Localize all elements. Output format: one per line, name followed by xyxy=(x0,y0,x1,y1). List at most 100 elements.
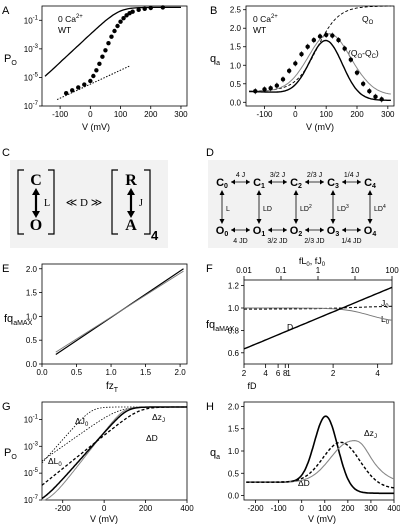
rate-l: L xyxy=(44,198,50,209)
panel-a-data-point xyxy=(118,19,123,24)
panel-d-background xyxy=(208,160,398,248)
panel-b-data-point xyxy=(262,87,267,92)
panel-e-ytick-label: 1.5 xyxy=(26,289,38,298)
panel-e-xtick-label: 1.5 xyxy=(140,368,152,377)
panel-b-data-point xyxy=(253,88,258,94)
state-r: R xyxy=(125,172,137,189)
panel-b-x-label: V (mV) xyxy=(306,122,334,132)
panel-f-ytick-label: 0.8 xyxy=(228,326,240,335)
panel-f: F fL0, fJ0 fqaMAX fD J0 L0 D 0.01 0.1 1 10 1… xyxy=(206,256,399,391)
panel-b-ytick-label: 2.5 xyxy=(230,6,242,15)
panel-g-dd-line xyxy=(41,406,187,486)
panel-e-xtick-label: 2.0 xyxy=(175,368,187,377)
panel-g-series-label-dl0: ΔL0 xyxy=(48,456,62,468)
panel-a-data-point xyxy=(88,78,93,84)
panel-a-data-point xyxy=(115,23,120,29)
top-rate-label: 1/4 J xyxy=(344,172,359,179)
panel-a-x-label: V (mV) xyxy=(82,122,110,132)
panel-h-xtick-label: 100 xyxy=(318,504,332,513)
panel-f-series-label-j0: J0 xyxy=(381,298,389,310)
panel-b-data-point xyxy=(342,46,347,51)
panel-b-data-point xyxy=(379,97,384,102)
panel-b-qo-line xyxy=(249,5,391,92)
vertical-rate-label: LD3 xyxy=(337,204,349,213)
panel-b-data-point xyxy=(354,70,360,75)
panel-g-ytick-label: 10-5 xyxy=(24,468,39,478)
panel-a-xtick-label: 200 xyxy=(144,110,158,119)
panel-b-ytick-label: 0.0 xyxy=(230,98,242,107)
panel-f-bottom-xtick-label: 2 xyxy=(331,369,336,378)
panel-h-ytick-label: 1.0 xyxy=(228,447,240,456)
panel-h-dd-line xyxy=(246,441,395,489)
panel-b-marks xyxy=(249,5,391,103)
state-c1: C1 xyxy=(253,177,265,190)
panel-c-j-arrowheads xyxy=(127,188,135,218)
panel-a-data-point xyxy=(91,73,96,79)
panel-c-label: C xyxy=(2,147,10,159)
panel-g: G PO V (mV) ΔJ0 ΔL0 ΔzJ ΔD -200 0 200 400 10… xyxy=(2,401,194,524)
panel-f-top-x-label: fL0, fJ0 xyxy=(299,256,326,268)
panel-f-plot-frame xyxy=(243,279,393,365)
panel-a: A 0 Ca2+ WT PO V (mV) -100 0 100 200 300 10-1… xyxy=(2,5,188,132)
panel-f-top-xtick-label: 10 xyxy=(351,266,360,275)
panel-c-right-bracket-open xyxy=(111,169,118,235)
panel-f-ytick-label: 1.0 xyxy=(228,304,240,313)
panel-b-xtick-label: 0 xyxy=(293,110,298,119)
panel-h-ticks: -200 -100 0 100 200 300 400 0.0 0.5 1.0 1.5 2.0 xyxy=(228,402,400,513)
panel-f-top-xtick-label: 0.01 xyxy=(236,266,252,275)
panel-a-data-point xyxy=(109,34,114,39)
panel-a-marks xyxy=(44,5,181,101)
panel-g-ytick-label: 10-7 xyxy=(24,495,39,505)
panel-a-data-point xyxy=(136,7,141,13)
panel-b-xtick-label: 200 xyxy=(350,110,364,119)
panel-g-ytick-label: 10-3 xyxy=(24,441,39,451)
panel-g-series-label-dj0: ΔJ0 xyxy=(75,416,89,428)
horizontal-arrowheads xyxy=(342,179,361,185)
panel-f-bottom-xtick-label: 6 xyxy=(276,369,281,378)
panel-h-xtick-label: 200 xyxy=(341,504,355,513)
panel-h-xtick-label: -100 xyxy=(271,504,288,513)
panel-h-xtick-label: 400 xyxy=(387,504,400,513)
panel-h-series-label-dd: ΔD xyxy=(298,478,310,488)
state-c4: C4 xyxy=(364,177,376,190)
panel-h-xtick-label: 0 xyxy=(299,504,304,513)
panel-h-xtick-label: 300 xyxy=(364,504,378,513)
panel-f-label: F xyxy=(206,263,213,275)
panel-a-ytick-label: 10-5 xyxy=(24,72,39,82)
panel-f-top-xtick-label: 1 xyxy=(316,266,321,275)
panel-b-data-point xyxy=(348,57,354,62)
panel-b-label: B xyxy=(210,5,217,17)
panel-b-data-point xyxy=(305,44,310,49)
panel-a-fit-line xyxy=(44,6,181,77)
bottom-rate-label: 1/4 JD xyxy=(341,238,361,245)
panel-c: C C O L ≪ D ≫ R A J 4 xyxy=(2,147,168,248)
panel-e-ytick-label: 0.0 xyxy=(26,360,38,369)
panel-g-dl0-line xyxy=(41,406,187,462)
panel-e-ticks: 0.0 0.5 1.0 1.5 2.0 0.0 0.5 1.0 1.5 2.0 xyxy=(26,265,186,377)
panel-g-ytick-label: 10-1 xyxy=(24,414,39,424)
top-rate-label: 4 J xyxy=(236,172,245,179)
panel-b-data-point xyxy=(311,37,317,43)
panel-a-xtick-label: 300 xyxy=(174,110,188,119)
bottom-rate-label: 4 JD xyxy=(233,238,247,245)
panel-h-ytick-label: 1.5 xyxy=(228,425,240,434)
panel-b-annotation-ca: 0 Ca2+ xyxy=(253,14,278,24)
state-c3: C3 xyxy=(327,177,339,190)
panel-b-y-label: qa xyxy=(210,53,220,67)
panel-f-bottom-x-label: fD xyxy=(248,381,258,391)
panel-b-data-point xyxy=(268,86,273,91)
panel-b-ticks: -100 0 100 200 300 0.0 0.5 1.0 1.5 2.0 2.5 xyxy=(230,6,395,119)
panel-b-ytick-label: 0.5 xyxy=(230,80,242,89)
panel-b-xtick-label: -100 xyxy=(256,110,273,119)
panel-b-ytick-label: 1.5 xyxy=(230,43,242,52)
panel-b-data-point xyxy=(274,83,280,88)
panel-a-data-point xyxy=(94,68,99,73)
panel-h-ytick-label: 0.5 xyxy=(228,469,240,478)
panel-h-y-label: qa xyxy=(210,447,220,461)
panel-g-xtick-label: 0 xyxy=(102,504,107,513)
panel-d-label: D xyxy=(206,147,214,159)
panel-h-plot-frame xyxy=(243,401,395,501)
panel-e-ytick-label: 1.0 xyxy=(26,312,38,321)
panel-g-dj0-line xyxy=(41,406,187,464)
